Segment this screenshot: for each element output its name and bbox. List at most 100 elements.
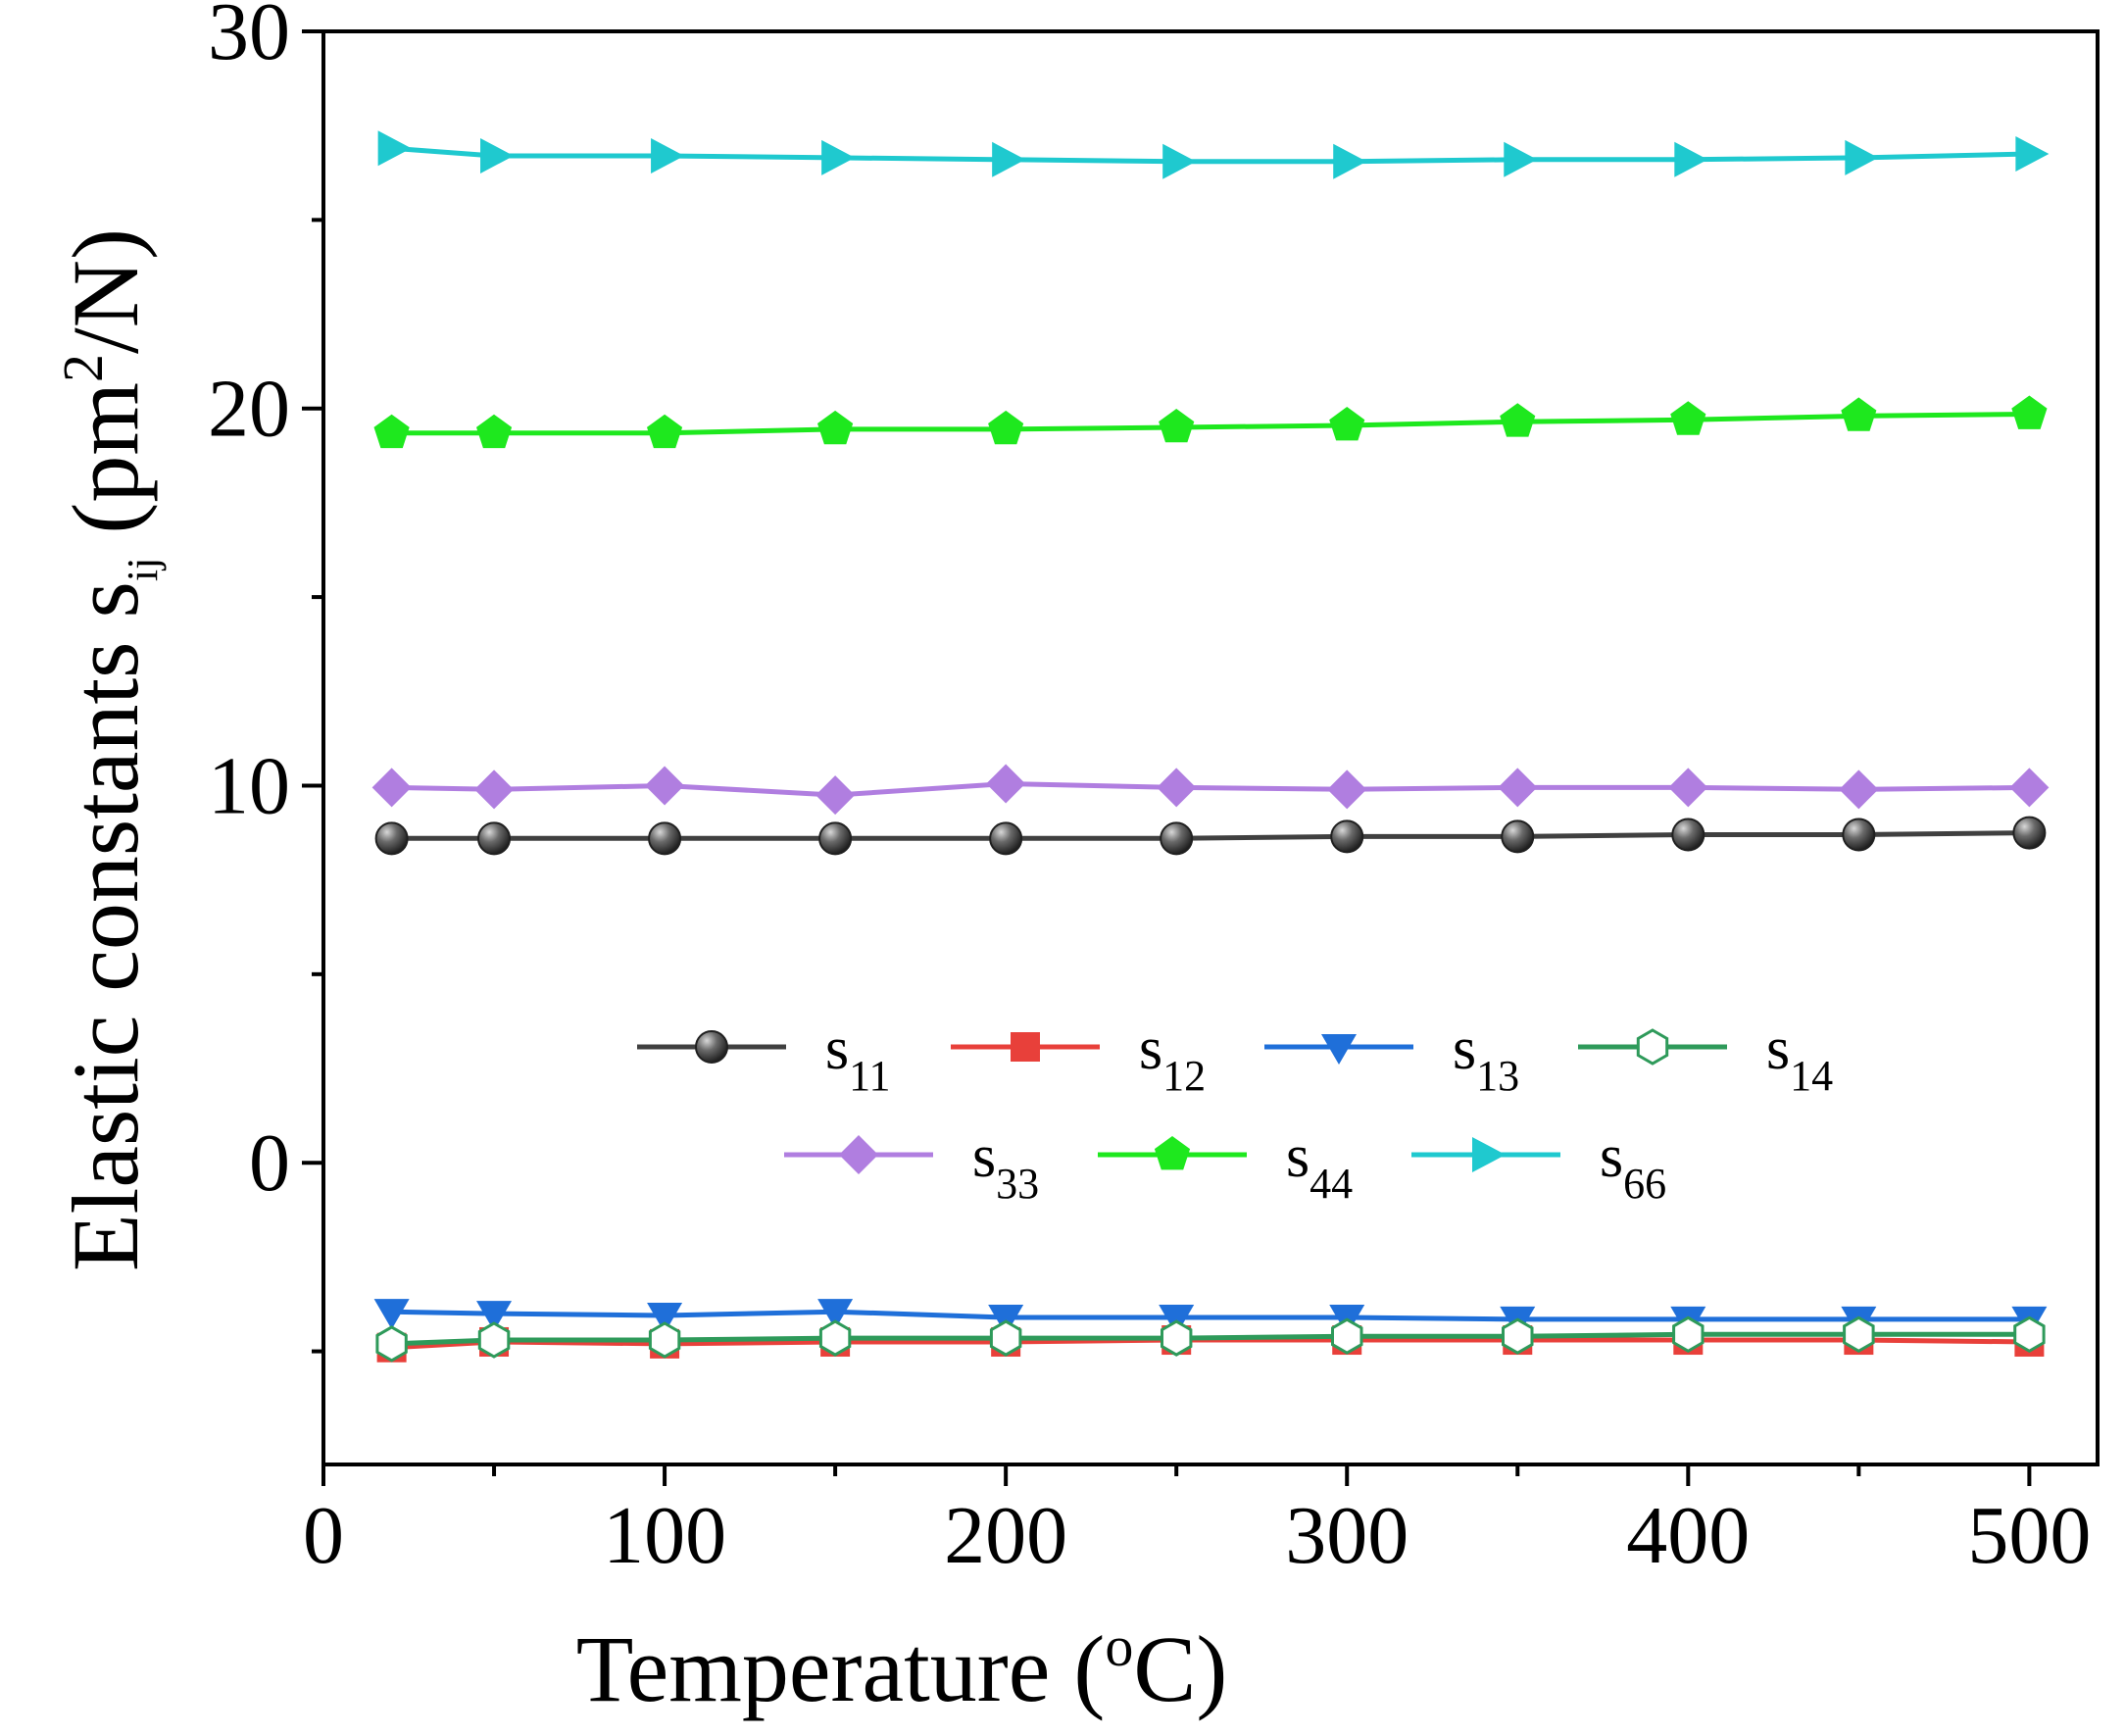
data-point-s14: [1672, 1315, 1705, 1354]
data-point-s14: [1161, 1319, 1193, 1357]
legend-label-sub: 66: [1623, 1160, 1666, 1208]
x-tick-label: 500: [1967, 1490, 2091, 1581]
legend-label: s44: [1286, 1123, 1353, 1208]
legend-marker: [1636, 1028, 1669, 1066]
data-point-s14: [989, 1319, 1022, 1357]
data-point-s11: [1842, 818, 1876, 852]
data-point-s11: [1671, 818, 1705, 852]
legend-label: s13: [1453, 1016, 1519, 1100]
data-point-s44: [1329, 407, 1365, 441]
data-point-s13: [817, 1299, 854, 1330]
legend-marker: [839, 1135, 878, 1174]
data-point-s33: [1498, 768, 1538, 808]
data-point-s33: [1839, 769, 1879, 810]
data-point-s66: [2015, 136, 2050, 173]
data-point-s66: [1674, 141, 1708, 177]
data-point-s11: [374, 821, 409, 856]
data-point-s66: [1333, 143, 1367, 179]
legend-marker: [1154, 1136, 1191, 1170]
series-s44: [373, 395, 2048, 449]
x-tick-label: 300: [1285, 1490, 1408, 1581]
series-s66: [377, 130, 2050, 179]
x-tick-label: 400: [1626, 1490, 1750, 1581]
y-axis-title-main: Elastic constants s: [53, 581, 158, 1271]
series-line-s44: [391, 412, 2030, 436]
data-point-s33: [645, 766, 685, 806]
legend-label-sub: 11: [849, 1052, 890, 1100]
legend-label-sub: 44: [1310, 1160, 1353, 1208]
x-tick-label: 0: [303, 1490, 344, 1581]
data-point-s44: [647, 414, 683, 449]
legend-label-main: s: [1766, 1016, 1790, 1082]
data-point-s33: [474, 769, 515, 810]
data-point-s66: [1162, 143, 1197, 179]
legend-label: s66: [1600, 1123, 1666, 1208]
data-point-s11: [989, 821, 1023, 856]
x-tick-label: 200: [944, 1490, 1067, 1581]
series-s33: [371, 764, 2050, 816]
legend-marker: [695, 1030, 728, 1064]
data-point-s66: [992, 141, 1026, 177]
legend-label: s12: [1139, 1016, 1206, 1100]
legend-label-main: s: [1286, 1123, 1310, 1190]
x-axis-title-tail: C): [1133, 1616, 1227, 1721]
plot-frame: [321, 29, 2100, 1466]
series-s12: [376, 1325, 2045, 1363]
data-point-s11: [1160, 821, 1194, 856]
legend-label-main: s: [1453, 1016, 1476, 1082]
legend-item-s13: s13: [1264, 1016, 1519, 1100]
data-point-s13: [647, 1303, 683, 1334]
legend-item-s14: s14: [1578, 1016, 1833, 1100]
legend-marker: [1011, 1032, 1040, 1062]
data-point-s33: [1668, 768, 1708, 808]
data-point-s66: [480, 137, 515, 174]
legend-item-s12: s12: [951, 1016, 1206, 1100]
data-point-s11: [648, 821, 682, 856]
axes-layer: 0 100 200 300 400 500 0 10 20 30: [208, 0, 2100, 1581]
legend-label: s33: [972, 1123, 1039, 1208]
data-point-s44: [1500, 403, 1536, 437]
y-axis-title: Elastic constants sij (pm2/N): [51, 228, 167, 1271]
legend-label-main: s: [825, 1016, 849, 1082]
data-point-s33: [371, 768, 412, 808]
data-point-s14: [477, 1321, 511, 1359]
legend-item-s11: s11: [637, 1016, 891, 1100]
data-point-s14: [2013, 1315, 2046, 1354]
x-axis-title: Temperature (oC): [576, 1614, 1228, 1721]
legend-label-sub: 14: [1790, 1052, 1833, 1100]
series-s14: [375, 1315, 2046, 1363]
data-point-s66: [1504, 141, 1538, 177]
series-layer: [371, 130, 2050, 1363]
data-point-s14: [1331, 1317, 1363, 1355]
x-tick-label: 100: [603, 1490, 726, 1581]
legend-marker: [1472, 1137, 1506, 1172]
legend-label: s14: [1766, 1016, 1833, 1100]
data-point-s44: [1670, 401, 1706, 435]
data-point-s66: [821, 139, 856, 175]
data-point-s11: [1330, 819, 1364, 854]
y-axis-title-sup: 2: [51, 354, 115, 382]
data-point-s44: [988, 410, 1024, 445]
data-point-s11: [477, 821, 512, 856]
x-axis-title-sup: o: [1105, 1614, 1133, 1678]
legend-label-sub: 33: [996, 1160, 1039, 1208]
legend-label-sub: 12: [1162, 1052, 1206, 1100]
data-point-s14: [1502, 1317, 1534, 1355]
data-point-s44: [817, 410, 854, 445]
legend-item-s44: s44: [1098, 1123, 1353, 1208]
data-point-s33: [815, 775, 856, 816]
y-tick-label: 10: [208, 740, 290, 831]
series-line-s13: [391, 1309, 2030, 1322]
data-point-s13: [476, 1301, 513, 1332]
y-tick-label: 20: [208, 364, 290, 455]
data-point-s66: [651, 137, 685, 174]
legend-marker: [1321, 1034, 1357, 1065]
legend-label-main: s: [1600, 1123, 1623, 1190]
data-point-s33: [1327, 769, 1367, 810]
data-point-s14: [818, 1319, 852, 1357]
legend-label-sub: 13: [1476, 1052, 1519, 1100]
legend-item-s33: s33: [784, 1123, 1039, 1208]
series-s13: [373, 1299, 2048, 1337]
legend-label-main: s: [972, 1123, 996, 1190]
